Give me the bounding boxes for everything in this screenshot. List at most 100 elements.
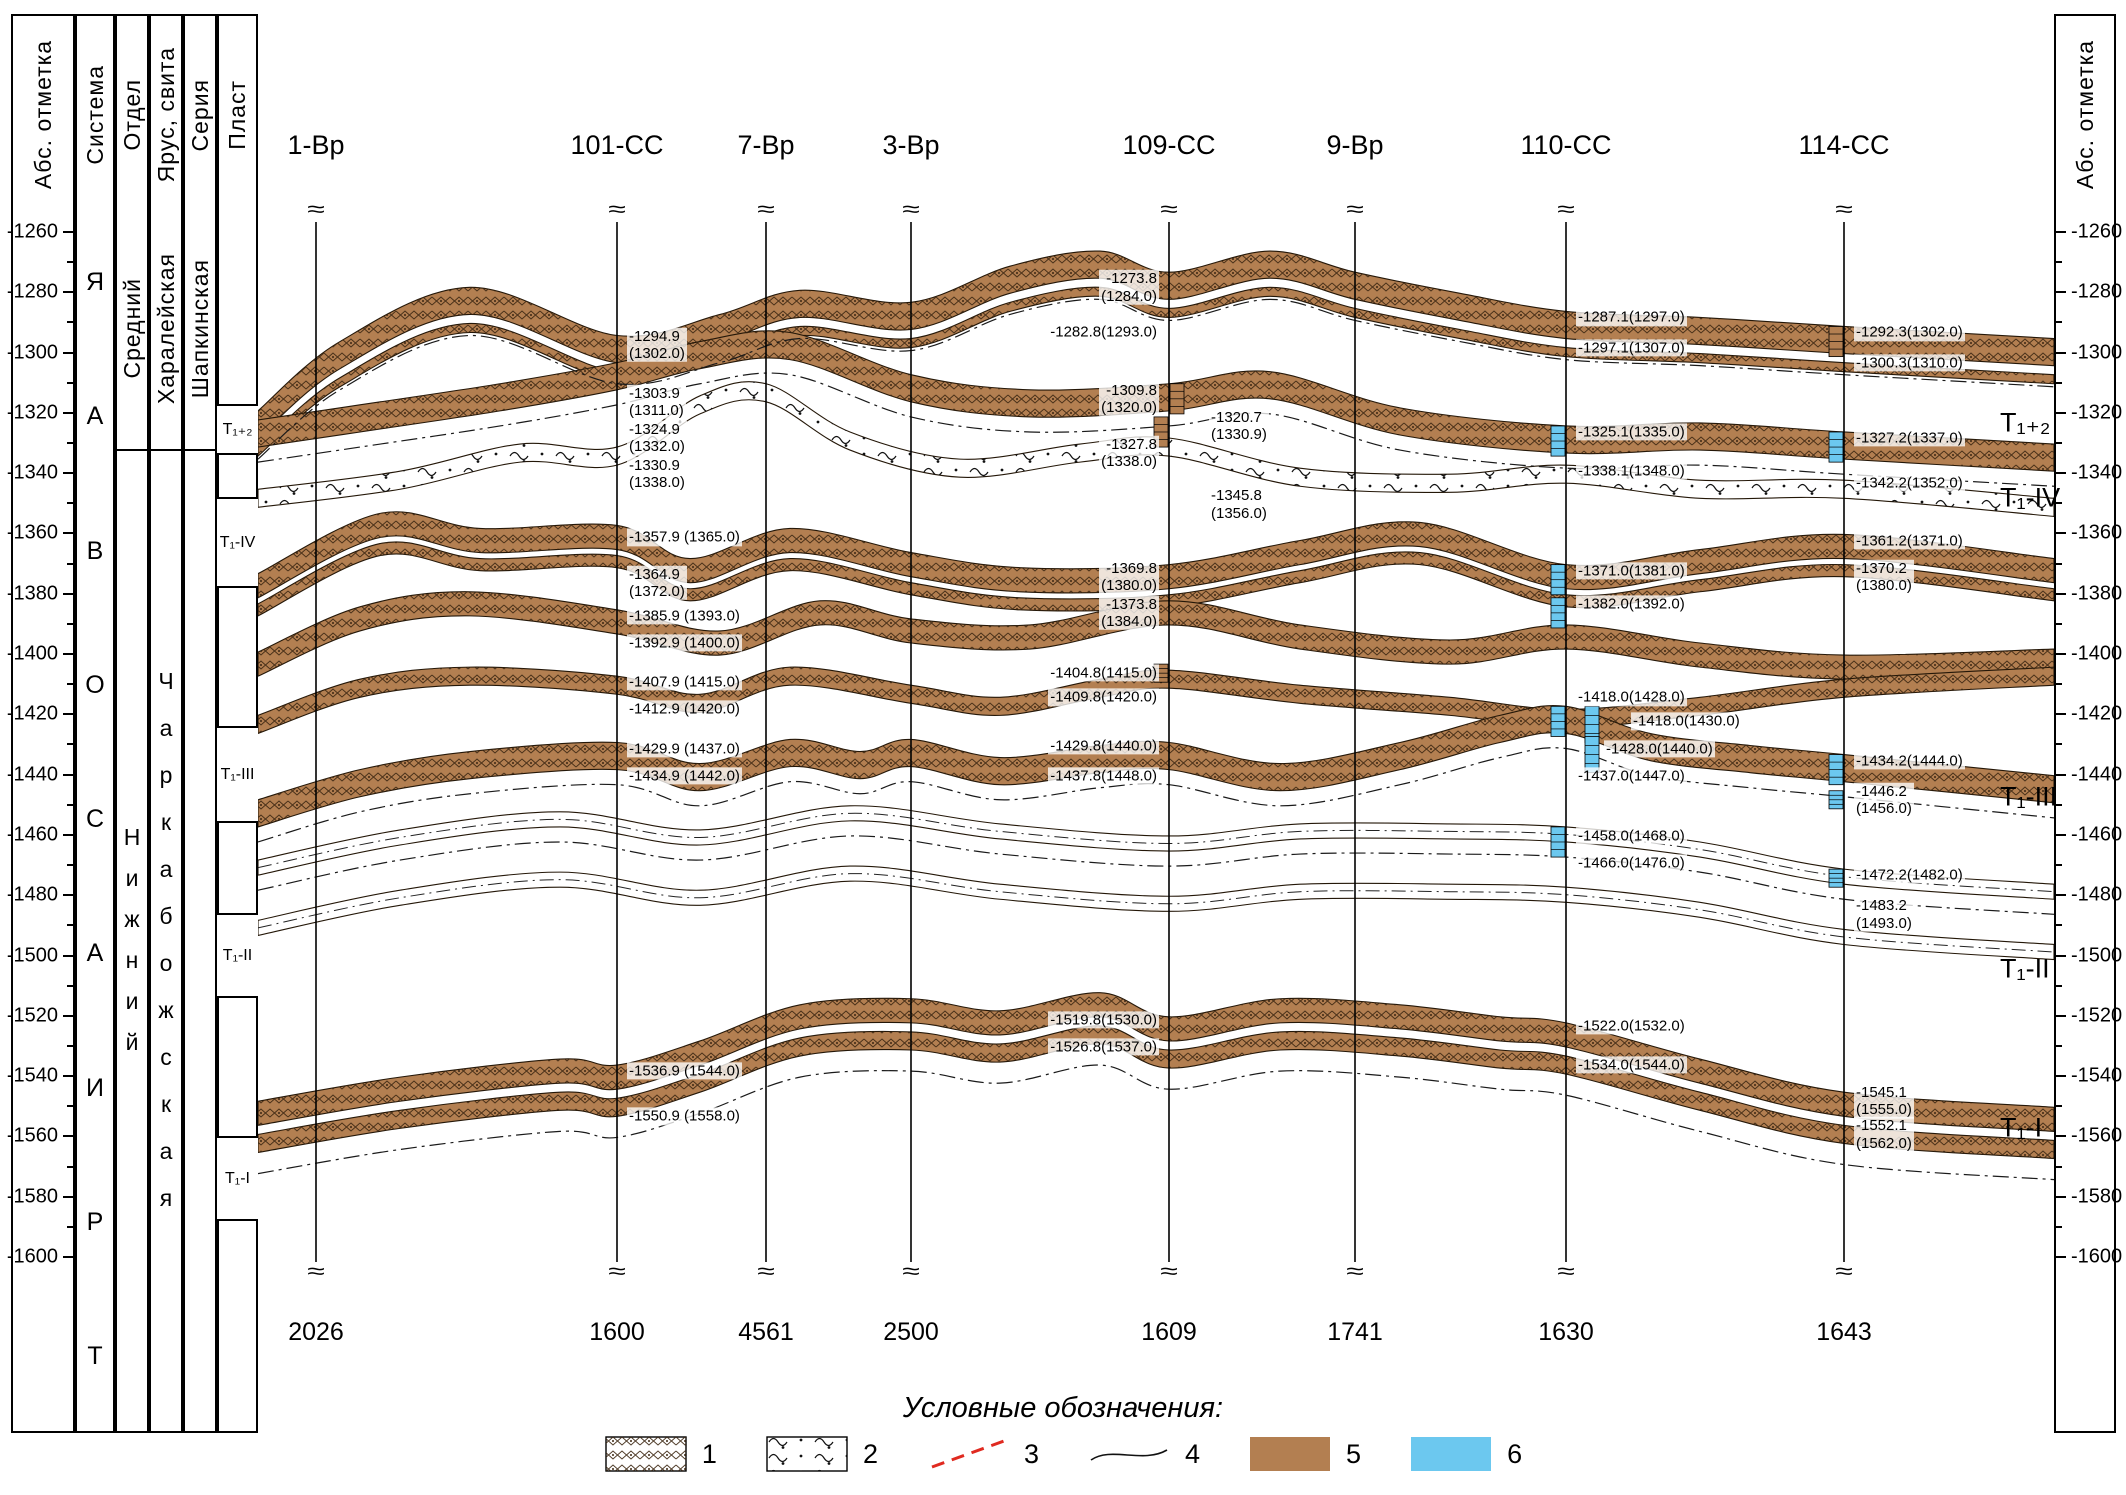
depth-tick xyxy=(63,472,73,475)
strat-panel-left: Абс. отметка -1260 -1280 -1300 -1320 -1340 -1… xyxy=(7,14,258,1433)
depth-tick xyxy=(63,291,73,294)
depth-annotation: -1434.9 (1442.0) xyxy=(627,767,742,785)
depth-label: -1600 xyxy=(2071,1245,2123,1268)
depth-tick xyxy=(67,1105,73,1108)
plast-box: Т₁-III xyxy=(217,726,258,823)
depth-label: -1400 xyxy=(6,642,58,665)
perforation-mark xyxy=(1169,383,1185,415)
well-bottom-depth: 2026 xyxy=(288,1318,344,1346)
depth-tick xyxy=(63,1014,73,1017)
depth-annotation: -1364.9 (1372.0) xyxy=(627,565,687,600)
depth-label: -1320 xyxy=(6,401,58,424)
depth-label: -1300 xyxy=(6,341,58,364)
depth-tick xyxy=(67,803,73,806)
plast-box: Т₁-II xyxy=(217,913,258,998)
depth-annotation: -1309.8 (1320.0) xyxy=(1099,381,1159,417)
depth-tick xyxy=(2056,622,2062,625)
depth-label: -1260 xyxy=(6,220,58,243)
depth-annotation: -1545.1 (1555.0) xyxy=(1854,1083,1914,1119)
depth-tick xyxy=(2056,321,2062,324)
depth-tick xyxy=(67,321,73,324)
depth-label: -1460 xyxy=(2071,823,2123,846)
depth-label: -1380 xyxy=(6,582,58,605)
reservoir-icon xyxy=(1250,1437,1331,1471)
depth-label: -1320 xyxy=(2071,401,2123,424)
well-bottom-depth: 2500 xyxy=(883,1318,939,1346)
strata-band xyxy=(258,666,2054,735)
stratum-label: Т₁-IV xyxy=(2000,482,2061,513)
well-break-icon: ≈ xyxy=(606,1259,628,1285)
depth-tick xyxy=(67,1044,73,1047)
depth-tick xyxy=(2056,984,2062,987)
legend-item-perforation: 6 xyxy=(1409,1434,1522,1474)
depth-tick xyxy=(2056,1014,2066,1017)
depth-annotation: -1297.1(1307.0) xyxy=(1576,338,1687,357)
depth-label: -1580 xyxy=(2071,1185,2123,1208)
depth-label: -1560 xyxy=(6,1124,58,1147)
depth-label: -1540 xyxy=(6,1064,58,1087)
depth-tick xyxy=(67,984,73,987)
depth-annotation: -1466.0(1476.0) xyxy=(1576,854,1687,872)
depth-annotation: -1404.8(1415.0) xyxy=(1048,664,1159,682)
well-name: 9-Вр xyxy=(1326,130,1384,160)
stratum-label: Т₁-I xyxy=(2000,1112,2043,1143)
depth-tick xyxy=(2056,261,2062,264)
depth-annotation: -1407.9 (1415.0) xyxy=(627,673,742,691)
depth-tick xyxy=(67,261,73,264)
depth-label: -1280 xyxy=(2071,280,2123,303)
depth-tick xyxy=(2056,924,2062,927)
depth-tick xyxy=(2056,351,2066,354)
wells-and-marks-group xyxy=(315,222,1845,1262)
legend-item-number: 5 xyxy=(1346,1438,1362,1469)
strata-band xyxy=(258,865,2054,961)
well-break-icon: ≈ xyxy=(1833,197,1855,223)
depth-label: -1520 xyxy=(6,1004,58,1027)
well-break-icon: ≈ xyxy=(900,197,922,223)
depth-annotation: -1429.9 (1437.0) xyxy=(627,739,742,758)
seriya-divider xyxy=(183,449,217,451)
depth-tick xyxy=(2056,1255,2066,1258)
col-abs-mark-right: Абс. отметка -1260 -1280 -1300 -1320 -1340 -1… xyxy=(2054,14,2122,1433)
depth-annotation: -1550.9 (1558.0) xyxy=(627,1107,742,1125)
stratum-label: Т₁-II xyxy=(2000,953,2050,984)
well-break-icon: ≈ xyxy=(1158,1259,1180,1285)
depth-annotation: -1287.1(1297.0) xyxy=(1576,308,1687,327)
legend-title: Условные обозначения: xyxy=(902,1392,1224,1424)
well-break-icon: ≈ xyxy=(1555,197,1577,223)
depth-annotation: -1418.0(1428.0) xyxy=(1576,688,1687,706)
perforation-mark xyxy=(1828,326,1844,358)
plast-box-label: Т₁-III xyxy=(220,765,255,783)
perforation-mark xyxy=(1550,826,1566,858)
perforation-mark xyxy=(1828,868,1844,888)
depth-tick xyxy=(63,231,73,233)
perforation-icon xyxy=(1411,1437,1492,1471)
depth-annotation: -1534.0(1544.0) xyxy=(1576,1056,1687,1074)
plast-box: Т₁-IV xyxy=(217,497,258,588)
perforation-mark xyxy=(1828,754,1844,786)
depth-annotation: -1369.8 (1380.0) xyxy=(1099,559,1159,594)
depth-label: -1260 xyxy=(2071,220,2123,243)
depth-tick xyxy=(2056,833,2066,836)
depth-tick xyxy=(63,592,73,595)
depth-annotation: -1320.7 (1330.9) xyxy=(1209,408,1269,444)
depth-tick xyxy=(67,1225,73,1228)
otdel-divider xyxy=(115,449,149,451)
well-bottom-depth: 4561 xyxy=(738,1318,794,1346)
depth-tick xyxy=(2056,592,2066,595)
depth-tick xyxy=(2056,562,2062,565)
well-bottom-depth: 1609 xyxy=(1141,1318,1197,1346)
depth-label: -1500 xyxy=(6,944,58,967)
depth-tick xyxy=(2056,532,2066,535)
depth-tick xyxy=(2056,502,2062,505)
well-break-icon: ≈ xyxy=(1555,1259,1577,1285)
stratum-label: Т₁-III xyxy=(2000,781,2058,812)
depth-tick xyxy=(63,1255,73,1258)
depth-annotation: -1303.9 (1311.0) xyxy=(627,384,686,420)
depth-tick xyxy=(2056,1225,2062,1228)
depth-annotation: -1412.9 (1420.0) xyxy=(627,700,742,718)
depth-annotation: -1325.1(1335.0) xyxy=(1576,423,1687,441)
